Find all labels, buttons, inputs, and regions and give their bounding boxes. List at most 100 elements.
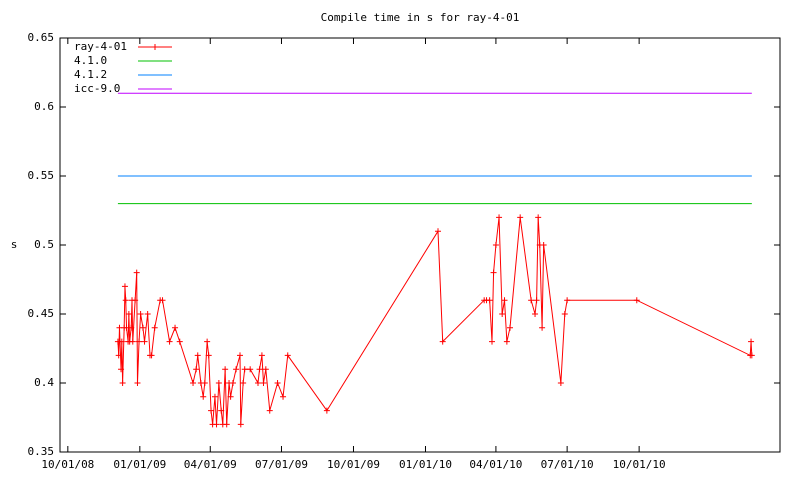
point-marker (194, 352, 201, 359)
point-marker (323, 407, 330, 414)
point-marker (492, 242, 499, 248)
x-tick-label: 01/01/10 (399, 458, 452, 471)
point-marker (211, 393, 218, 400)
point-marker (139, 324, 146, 331)
y-tick-label: 0.5 (34, 238, 54, 251)
point-marker (213, 421, 220, 428)
point-marker (490, 269, 497, 276)
point-marker (151, 324, 158, 331)
point-marker (204, 338, 211, 345)
x-tick-label: 10/01/10 (613, 458, 666, 471)
point-marker (499, 311, 506, 317)
point-marker (539, 324, 546, 331)
legend-label: ray-4-01 (74, 40, 127, 53)
point-marker (190, 380, 197, 386)
point-marker (141, 338, 148, 345)
point-marker (118, 366, 125, 373)
point-marker (517, 214, 524, 221)
point-marker (215, 380, 222, 386)
point-marker (501, 297, 508, 304)
point-marker (132, 297, 139, 304)
point-marker (137, 311, 144, 317)
point-marker (136, 338, 143, 345)
point-marker (262, 366, 269, 373)
legend-marker (152, 44, 158, 50)
legend-label: 4.1.2 (74, 68, 107, 81)
y-tick-label: 0.35 (28, 445, 55, 458)
point-marker (489, 338, 495, 345)
point-marker (486, 297, 493, 304)
point-marker (439, 338, 446, 345)
point-marker (540, 242, 547, 248)
point-marker (280, 393, 287, 400)
y-axis-label: s (11, 238, 18, 251)
point-marker (240, 380, 247, 386)
x-tick-label: 07/01/09 (255, 458, 308, 471)
point-marker (144, 311, 151, 317)
point-marker (119, 380, 126, 386)
y-tick-label: 0.65 (28, 31, 55, 44)
point-marker (533, 297, 540, 304)
point-marker (260, 380, 267, 386)
point-marker (557, 380, 564, 386)
x-tick-label: 01/01/09 (113, 458, 166, 471)
point-marker (496, 214, 503, 221)
point-marker (129, 338, 136, 345)
y-tick-label: 0.6 (34, 100, 54, 113)
point-marker (218, 407, 225, 414)
point-marker (121, 283, 128, 290)
point-marker (266, 407, 273, 414)
x-tick-label: 10/01/09 (327, 458, 380, 471)
point-marker (172, 324, 179, 331)
point-marker (134, 380, 141, 386)
point-marker (564, 297, 571, 304)
point-marker (237, 421, 244, 428)
x-tick-label: 04/01/10 (469, 458, 522, 471)
point-marker (233, 366, 240, 373)
point-marker (507, 324, 513, 331)
point-marker (125, 311, 132, 317)
y-tick-label: 0.4 (34, 376, 54, 389)
point-marker (256, 366, 263, 373)
point-marker (200, 393, 207, 400)
point-marker (193, 366, 200, 373)
point-marker (222, 366, 229, 373)
point-marker (148, 352, 155, 359)
point-marker (633, 297, 640, 304)
point-marker (503, 338, 510, 345)
point-marker (532, 311, 539, 317)
point-marker (205, 352, 212, 359)
point-marker (118, 338, 125, 345)
point-marker (166, 338, 173, 345)
point-marker (528, 297, 535, 304)
x-tick-label: 07/01/10 (541, 458, 594, 471)
point-marker (284, 352, 291, 359)
point-marker (247, 366, 254, 373)
point-marker (241, 366, 248, 373)
point-marker (748, 352, 755, 359)
point-marker (255, 380, 261, 386)
point-marker (128, 324, 135, 331)
point-marker (227, 393, 234, 400)
y-tick-label: 0.45 (28, 307, 55, 320)
point-marker (748, 338, 755, 345)
point-marker (208, 407, 215, 414)
point-marker (435, 228, 441, 235)
point-marker (223, 421, 230, 428)
x-tick-label: 10/01/08 (41, 458, 94, 471)
point-marker (535, 214, 542, 221)
point-marker (237, 352, 243, 359)
x-tick-label: 04/01/09 (184, 458, 237, 471)
legend-label: 4.1.0 (74, 54, 107, 67)
plot-border (59, 37, 781, 453)
point-marker (561, 311, 568, 317)
point-marker (159, 297, 166, 304)
point-marker (133, 269, 140, 276)
chart-title: Compile time in s for ray-4-01 (321, 11, 520, 24)
point-marker (274, 380, 281, 386)
point-marker (122, 297, 129, 304)
legend-label: icc-9.0 (74, 82, 120, 95)
point-marker (201, 380, 208, 386)
point-marker (176, 338, 183, 345)
